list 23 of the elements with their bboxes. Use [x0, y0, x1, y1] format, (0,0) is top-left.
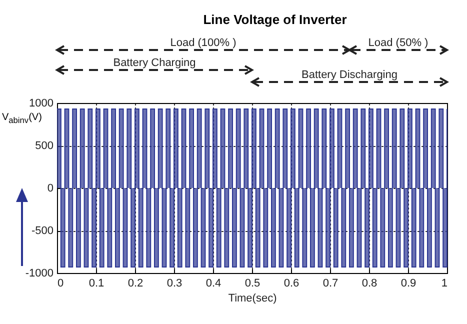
y-tick-label: -500 — [31, 225, 54, 237]
x-tick-label: 0.3 — [166, 278, 182, 290]
text: Battery Charging — [113, 57, 196, 69]
text: Load (50% ) — [368, 37, 428, 49]
text: Battery Discharging — [302, 69, 398, 81]
x-tick-label: 0.9 — [400, 278, 416, 290]
x-tick-label: 0.6 — [284, 278, 300, 290]
x-tick-label: 0.2 — [128, 278, 144, 290]
y-tick-label: -1000 — [25, 268, 54, 280]
x-tick-label: 1 — [441, 278, 448, 290]
y-axis-title: V$_{abinv}$(V) — [2, 112, 42, 125]
y-tick-label: 0 — [47, 182, 54, 194]
x-tick-label: 0.8 — [362, 278, 378, 290]
x-tick-label: 0.5 — [244, 278, 260, 290]
chart-title: Line Voltage of Inverter — [203, 12, 347, 27]
x-tick-label: 0.1 — [88, 278, 104, 290]
y-tick-label: 1000 — [29, 98, 54, 110]
text: Load (100% ) — [170, 37, 236, 49]
x-tick-label: 0 — [58, 278, 64, 290]
x-axis-title: Time(sec) — [228, 292, 277, 304]
x-tick-label: 0.7 — [322, 278, 338, 290]
y-tick-label: 500 — [35, 140, 54, 152]
x-tick-label: 0.4 — [206, 278, 222, 290]
